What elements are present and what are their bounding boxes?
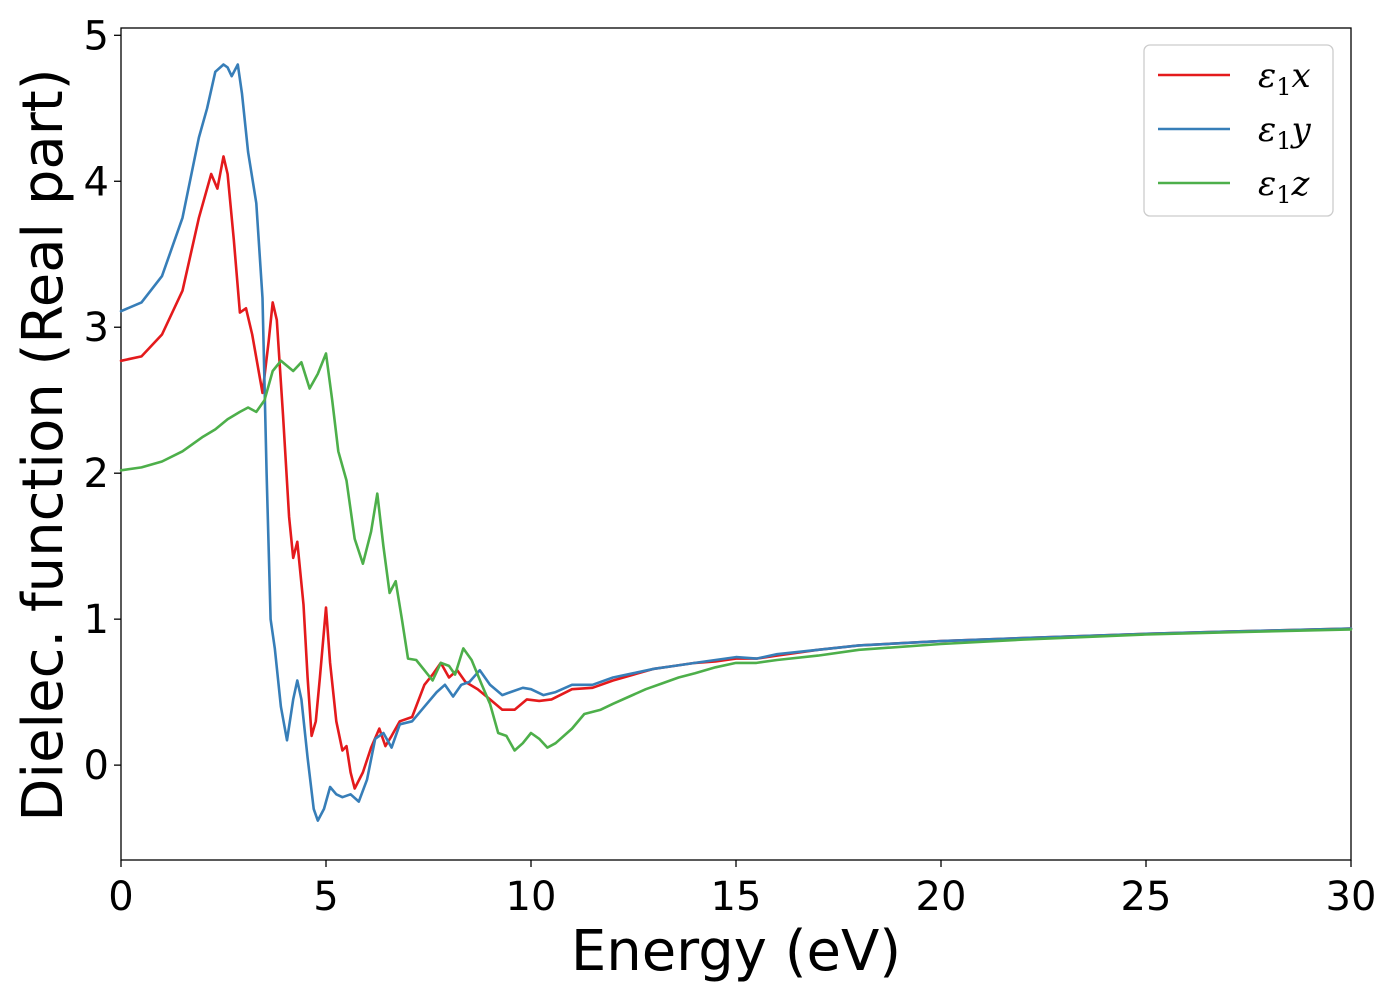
y-axis-ticks: 0 1 2 3 4 5 [84, 13, 121, 789]
y-axis-title: Dielec. function (Real part) [11, 68, 76, 821]
x-tick-label: 25 [1121, 874, 1172, 920]
x-axis-title: Energy (eV) [571, 919, 901, 984]
y-tick-label: 5 [84, 13, 109, 59]
x-tick-label: 20 [916, 874, 967, 920]
legend-label-z: ε1z [1258, 164, 1311, 209]
y-tick-label: 1 [84, 597, 109, 643]
series-line-y [119, 63, 1353, 822]
series-line-z [119, 352, 1353, 752]
legend: ε1x ε1y ε1z [1143, 44, 1334, 217]
legend-label-y: ε1y [1258, 110, 1312, 155]
x-tick-label: 30 [1326, 874, 1377, 920]
series-layer [119, 63, 1353, 822]
legend-box [1143, 44, 1334, 217]
y-tick-label: 0 [84, 743, 109, 789]
x-tick-label: 0 [108, 874, 133, 920]
x-tick-label: 15 [711, 874, 762, 920]
y-tick-label: 3 [84, 305, 109, 351]
y-tick-label: 2 [84, 451, 109, 497]
x-tick-label: 10 [506, 874, 557, 920]
x-tick-label: 5 [313, 874, 338, 920]
x-axis-ticks: 0 5 10 15 20 25 30 [108, 860, 1376, 920]
legend-label-x: ε1x [1258, 56, 1311, 101]
y-tick-label: 4 [84, 159, 109, 205]
